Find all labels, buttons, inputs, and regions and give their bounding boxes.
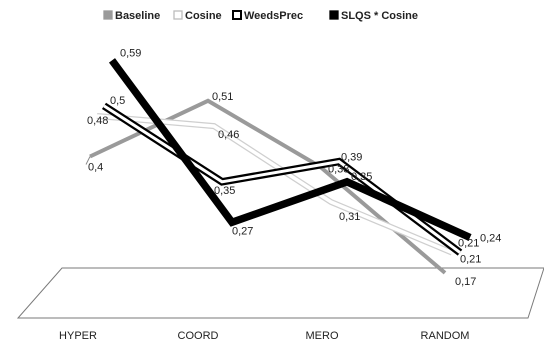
x-axis-ticks: HYPER COORD MERO RANDOM (59, 330, 469, 342)
data-label-cosine-coord: 0,46 (218, 129, 239, 141)
x-tick-mero: MERO (306, 330, 339, 342)
legend-swatch-slqs-cosine (330, 11, 338, 19)
data-label-cosine-hyper: 0,48 (87, 115, 108, 127)
series-baseline (90, 101, 445, 273)
legend-item-slqs-cosine: SLQS * Cosine (330, 10, 418, 22)
legend-swatch-baseline (104, 11, 112, 19)
data-label-weedsprec-hyper: 0,5 (110, 95, 125, 107)
data-label-slqs-cosine-random: 0,24 (480, 233, 501, 245)
data-label-slqs-cosine-mero: 0,35 (351, 171, 372, 183)
legend-item-cosine: Cosine (174, 10, 222, 22)
legend-label-weedsprec: WeedsPrec (244, 10, 303, 22)
legend-item-baseline: Baseline (104, 10, 160, 22)
legend-item-weedsprec: WeedsPrec (233, 10, 303, 22)
legend-label-cosine: Cosine (185, 10, 222, 22)
series-lines (86, 60, 470, 273)
x-tick-hyper: HYPER (59, 330, 97, 342)
data-label-weedsprec-mero: 0,39 (341, 152, 362, 164)
x-tick-random: RANDOM (421, 330, 470, 342)
series-line-baseline (90, 101, 445, 273)
data-label-cosine-mero: 0,31 (339, 211, 360, 223)
x-tick-coord: COORD (178, 330, 219, 342)
data-label-weedsprec-random: 0,21 (458, 238, 479, 250)
data-label-baseline-coord: 0,51 (212, 91, 233, 103)
data-label-slqs-cosine-coord: 0,27 (232, 225, 253, 237)
data-label-slqs-cosine-hyper: 0,59 (120, 47, 141, 59)
legend-swatch-weedsprec (233, 11, 241, 19)
data-label-baseline-random: 0,17 (455, 276, 476, 288)
legend: Baseline Cosine WeedsPrec SLQS * Cosine (104, 10, 418, 22)
data-label-cosine-random: 0,21 (460, 254, 481, 266)
legend-label-baseline: Baseline (115, 10, 160, 22)
data-label-baseline-hyper: 0,4 (88, 162, 103, 174)
legend-label-slqs-cosine: SLQS * Cosine (341, 10, 418, 22)
data-label-weedsprec-coord: 0,35 (214, 185, 235, 197)
legend-swatch-cosine (174, 11, 182, 19)
data-label-baseline-mero: 0,38 (328, 164, 349, 176)
